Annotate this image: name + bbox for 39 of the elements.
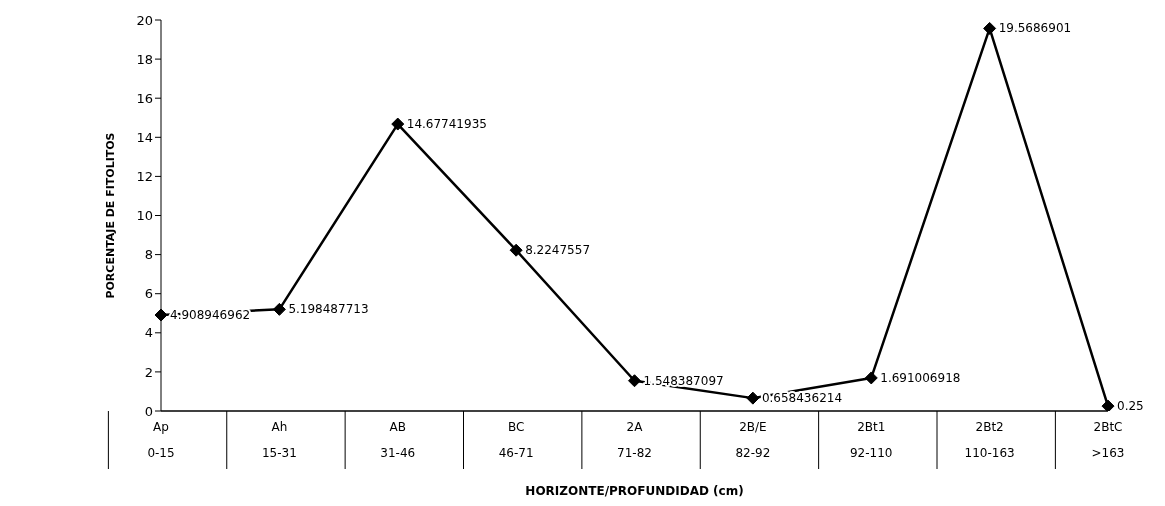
data-label: 0.25 bbox=[1117, 399, 1144, 414]
y-tick-label: 10 bbox=[136, 208, 153, 224]
data-label: 1.548387097 bbox=[643, 373, 724, 388]
data-label: 19.5686901 bbox=[998, 21, 1072, 36]
y-tick-label: 12 bbox=[136, 169, 153, 185]
data-label: 8.2247557 bbox=[525, 243, 591, 258]
x-axis-title: HORIZONTE/PROFUNDIDAD (cm) bbox=[525, 484, 744, 498]
point bbox=[154, 308, 168, 322]
point bbox=[864, 371, 878, 385]
data-label: 0.658436214 bbox=[761, 391, 843, 406]
y-tick-label: 8 bbox=[144, 247, 153, 263]
y-tick-label: 16 bbox=[136, 90, 153, 106]
x-tick-label: AB 31-46 bbox=[380, 420, 416, 460]
data-label: 14.67741935 bbox=[406, 117, 487, 132]
y-tick-label: 14 bbox=[136, 129, 153, 145]
data-label: 1.691006918 bbox=[880, 370, 961, 385]
y-tick-label: 0 bbox=[144, 403, 153, 419]
y-tick-label: 6 bbox=[144, 286, 153, 302]
x-tick-label: 2A 71-82 bbox=[617, 420, 652, 460]
data-label: 5.198487713 bbox=[288, 302, 369, 317]
point bbox=[272, 302, 286, 316]
x-tick-label: 2Bt1 92-110 bbox=[849, 420, 893, 460]
y-tick-label: 2 bbox=[144, 364, 153, 380]
point bbox=[628, 374, 641, 388]
point bbox=[746, 391, 760, 405]
x-tick-label: 2BtC >163 bbox=[1091, 420, 1125, 460]
y-tick-label: 4 bbox=[144, 325, 153, 341]
x-tick-label: Ap 0-15 bbox=[147, 420, 175, 460]
x-tick-label: 2Bt2 110-163 bbox=[964, 420, 1015, 460]
x-tick-label: Ah 15-31 bbox=[261, 420, 297, 460]
x-tick-label: BC 46-71 bbox=[498, 420, 534, 460]
point bbox=[983, 21, 997, 35]
point bbox=[1101, 399, 1115, 411]
point bbox=[509, 243, 523, 257]
y-tick-label: 18 bbox=[136, 51, 153, 67]
y-tick-label: 20 bbox=[136, 12, 153, 28]
x-tick-label: 2B/E 82-92 bbox=[735, 420, 771, 460]
y-axis-title: PORCENTAJE DE FITOLITOS bbox=[103, 132, 117, 299]
point bbox=[391, 117, 405, 131]
